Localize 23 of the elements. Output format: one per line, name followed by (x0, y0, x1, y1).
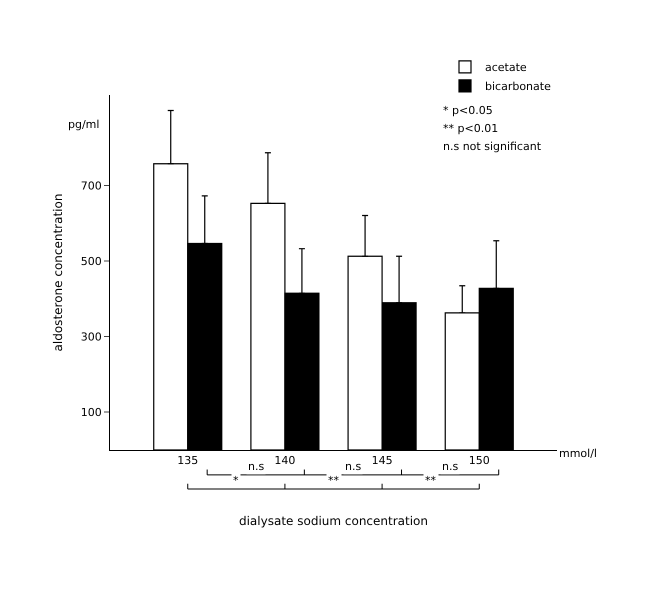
x-tick-label: 150 (468, 454, 490, 468)
annotation: n.s not significant (443, 140, 542, 153)
y-axis-title: aldosterone concentration (51, 194, 66, 352)
x-tick-label: 140 (274, 454, 296, 468)
legend-label: acetate (485, 61, 527, 74)
y-tick-label: 300 (80, 330, 102, 344)
annotation: ** p<0.01 (443, 122, 498, 135)
text: * (233, 474, 239, 487)
x-tick-label: 135 (177, 454, 198, 468)
y-tick-label: 100 (80, 406, 102, 420)
text: pg/ml (68, 118, 100, 131)
legend-label: bicarbonate (485, 80, 552, 94)
x-axis-title: dialysate sodium concentration (238, 514, 428, 528)
x-tick-label: 145 (372, 454, 393, 468)
text: n.s (442, 460, 458, 473)
text: ** (425, 474, 436, 487)
text: mmol/l (559, 447, 597, 460)
y-tick-label: 700 (80, 179, 102, 192)
text: n.s (248, 460, 264, 473)
text: n.s (345, 460, 362, 473)
annotation: * p<0.05 (443, 104, 493, 117)
y-tick-label: 500 (80, 255, 102, 268)
text: ** (328, 474, 340, 487)
